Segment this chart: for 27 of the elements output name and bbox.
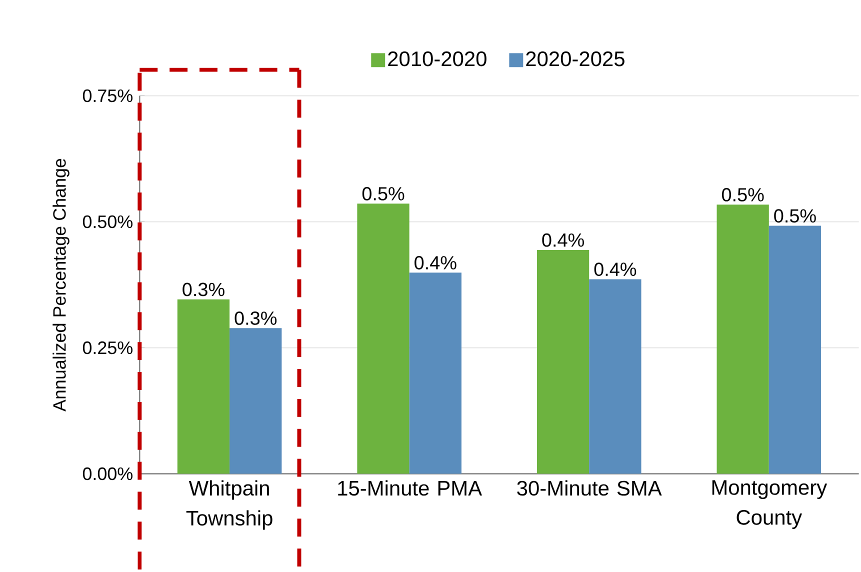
x-tick-label: 15-Minute PMA <box>338 480 482 496</box>
data-label: 0.3% <box>234 312 277 326</box>
data-label: 0.5% <box>722 188 764 202</box>
data-label: 0.5% <box>774 209 816 223</box>
x-tick-label: Montgomery County <box>712 480 828 530</box>
bar <box>357 204 410 474</box>
y-tick-label: 0.75% <box>82 90 132 102</box>
data-label: 0.5% <box>362 187 404 201</box>
legend-label: 2020-2025 <box>526 52 624 66</box>
y-axis-title: Annualized Percentage Change <box>52 159 70 412</box>
bar <box>716 204 769 474</box>
legend-label: 2010-2020 <box>388 52 486 66</box>
bar <box>230 328 282 474</box>
x-tick-label: Whitpain Township <box>186 480 272 530</box>
data-label: 0.4% <box>414 256 456 270</box>
bar <box>589 279 642 474</box>
data-label: 0.3% <box>182 283 224 296</box>
y-tick-label: 0.00% <box>82 468 132 480</box>
bar <box>768 226 822 474</box>
bar <box>177 300 230 474</box>
bar <box>536 250 590 474</box>
y-tick-label: 0.25% <box>82 342 132 354</box>
bar <box>409 272 462 474</box>
data-label: 0.4% <box>594 262 636 276</box>
y-tick-label: 0.50% <box>82 216 132 228</box>
x-tick-label: 30-Minute SMA <box>517 480 662 496</box>
data-label: 0.4% <box>542 234 584 248</box>
